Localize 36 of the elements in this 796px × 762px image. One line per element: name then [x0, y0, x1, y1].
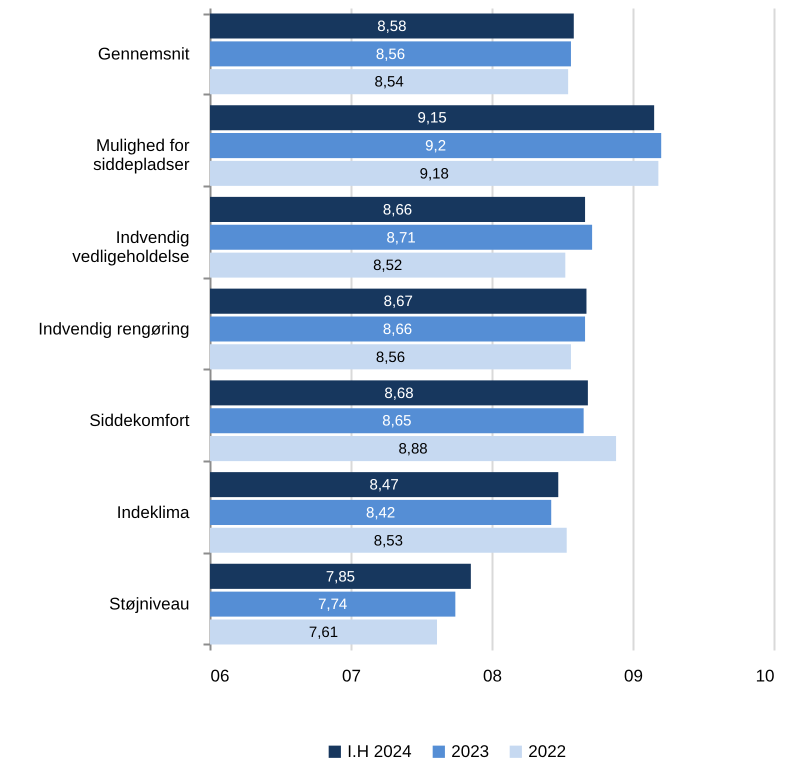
y-tick-label: Indvendig rengøring — [38, 320, 190, 338]
y-tick-label: Indvendig vedligeholdelse — [72, 228, 190, 266]
data-label: 8,67 — [384, 293, 413, 310]
x-tick-label: 10 — [756, 666, 774, 686]
data-label: 8,66 — [382, 321, 412, 338]
y-tick-label: Mulighed for siddepladser — [93, 136, 190, 174]
data-label: 8,66 — [382, 201, 412, 218]
y-tick-label: Støjniveau — [109, 594, 190, 614]
x-tick-label: 08 — [483, 666, 502, 686]
data-label: 8,42 — [366, 504, 396, 522]
x-tick-label: 07 — [342, 666, 361, 686]
x-tick-label: 09 — [624, 666, 643, 686]
data-label: 9,15 — [417, 110, 447, 127]
data-label: 8,56 — [376, 348, 406, 366]
y-tick-label: Gennemsnit — [98, 44, 190, 64]
data-label: 8,52 — [373, 257, 402, 274]
data-label: 8,68 — [384, 384, 414, 402]
data-label: 8,54 — [374, 74, 404, 91]
data-label: 8,56 — [376, 46, 406, 63]
data-label: 8,58 — [377, 18, 406, 36]
data-label: 8,47 — [370, 476, 399, 494]
data-label: 8,88 — [398, 440, 428, 458]
x-tick-label: 06 — [210, 666, 230, 686]
legend-label: 2022 — [528, 742, 566, 761]
legend-label: 2023 — [451, 742, 490, 761]
data-label: 7,85 — [326, 568, 356, 586]
data-label: 9,18 — [420, 165, 449, 182]
data-label: 8,71 — [386, 229, 416, 246]
data-label: 7,61 — [308, 624, 338, 641]
y-tick-label: Siddekomfort — [89, 411, 190, 430]
data-label: 9,2 — [425, 138, 446, 155]
y-tick-label: Indeklima — [116, 502, 190, 522]
legend-label: I.H 2024 — [347, 742, 412, 761]
data-label: 8,65 — [382, 412, 412, 430]
data-label: 8,53 — [374, 532, 403, 550]
data-label: 7,74 — [318, 596, 348, 614]
